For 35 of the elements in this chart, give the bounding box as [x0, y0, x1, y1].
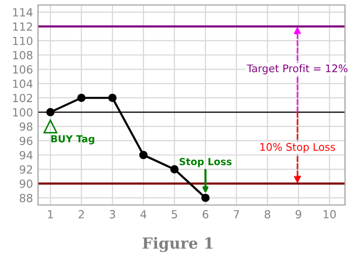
y-tick-label: 104: [13, 80, 33, 88]
point: [46, 108, 55, 116]
y-tick-label: 112: [13, 22, 32, 31]
y-tick-label: 92: [20, 165, 32, 174]
y-tick-label: 102: [13, 94, 32, 102]
text: Figure 1: [142, 236, 213, 252]
point: [170, 165, 179, 174]
y-tick-label: 114: [13, 8, 33, 16]
y-tick-label: 96: [20, 136, 32, 146]
x-tick-label: 7: [234, 210, 240, 218]
y-tick-label: 100: [13, 108, 32, 117]
y-tick-label: 88: [20, 194, 32, 202]
annotation: 10% Stop Loss: [260, 143, 336, 153]
point: [77, 94, 86, 102]
y-tick-label: 106: [13, 65, 32, 74]
annotation: BUY Tag: [51, 135, 94, 144]
point: [139, 150, 148, 160]
x-tick-label: 6: [202, 210, 208, 218]
x-tick-label: 4: [140, 210, 146, 218]
y-tick-label: 110: [13, 36, 32, 46]
annotation: Target Profit = 12%: [246, 64, 348, 74]
x-tick-label: 9: [296, 210, 302, 218]
annotation: Stop Loss: [180, 158, 232, 168]
y-tick-label: 98: [20, 122, 32, 131]
y-tick-label: 108: [13, 50, 32, 60]
y-tick-label: 90: [20, 180, 32, 188]
x-tick-label: 8: [264, 210, 270, 218]
x-tick-label: 3: [110, 210, 116, 218]
y-tick-label: 94: [20, 150, 33, 160]
x-tick-label: 1: [48, 210, 53, 218]
x-tick-label: 10: [324, 210, 336, 218]
x-tick-label: 5: [172, 210, 178, 218]
point: [201, 194, 210, 202]
x-tick-label: 2: [78, 210, 84, 218]
point: [108, 94, 117, 102]
